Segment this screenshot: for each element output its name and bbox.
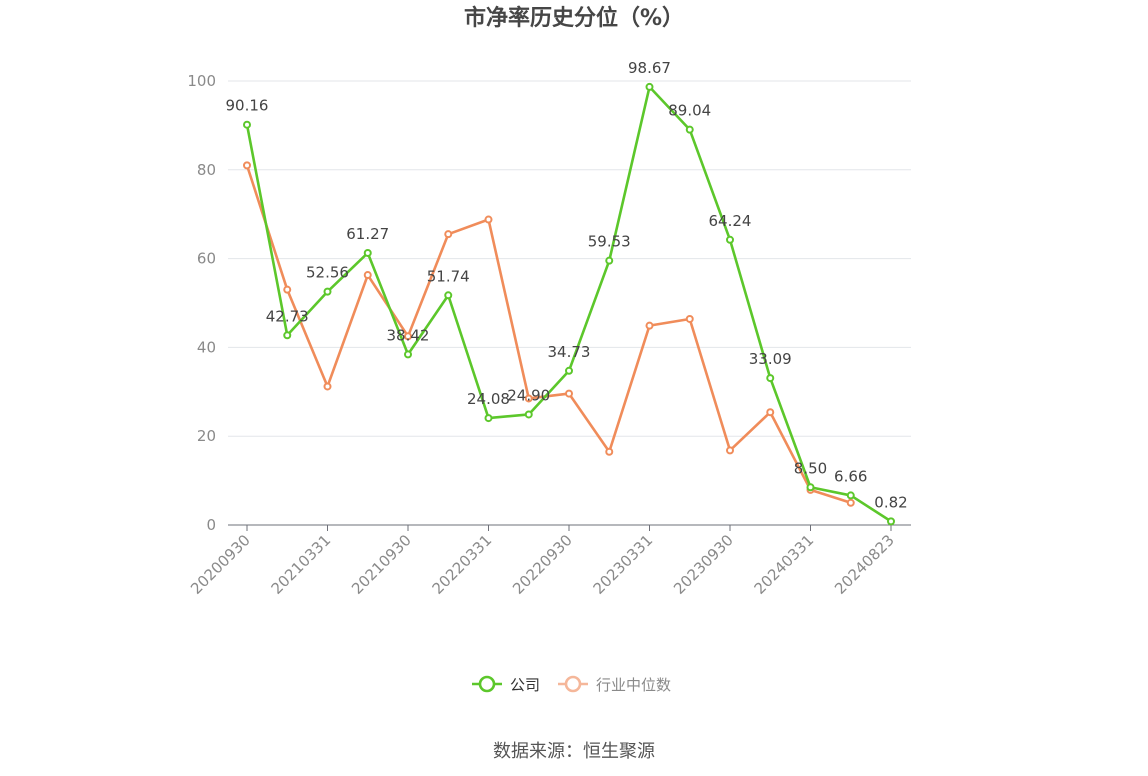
data-point: [323, 287, 332, 296]
y-tick-label: 100: [187, 72, 216, 90]
data-label: 51.74: [427, 267, 470, 285]
legend: 公司 行业中位数: [472, 675, 671, 694]
chart-title: 市净率历史分位（%）: [464, 5, 684, 31]
data-point: [363, 248, 372, 257]
x-tick-label: 20240823: [831, 531, 898, 598]
data-label: 59.53: [588, 233, 631, 251]
data-point: [524, 394, 533, 403]
data-point: [484, 215, 493, 224]
data-point: [444, 291, 453, 300]
data-point: [645, 82, 654, 91]
y-tick-label: 80: [197, 161, 216, 179]
x-tick-label: 20200930: [187, 531, 254, 598]
grid-layer: [228, 80, 911, 437]
data-label: 8.50: [794, 459, 827, 477]
data-label: 24.08: [467, 390, 510, 408]
data-point: [685, 125, 694, 134]
y-tick-label: 0: [206, 516, 216, 534]
series-layer: [243, 82, 895, 526]
data-point: [846, 491, 855, 500]
data-point: [766, 374, 775, 383]
data-label-layer: 90.16 42.73 52.56 61.27 38.42 51.74 24.0824.90…: [226, 59, 908, 511]
data-point: [605, 256, 614, 265]
data-point: [323, 382, 332, 391]
legend-swatch-marker: [478, 675, 496, 693]
data-label: 52.56: [306, 264, 349, 282]
legend-label: 公司: [510, 676, 540, 694]
x-tick-label: 20210930: [348, 531, 415, 598]
data-label: 34.73: [548, 343, 591, 361]
data-point: [887, 517, 895, 526]
data-point: [243, 161, 251, 170]
data-point: [565, 389, 573, 398]
data-point: [484, 414, 493, 423]
x-tick-label: 20220331: [429, 531, 496, 598]
data-label: 0.82: [874, 493, 907, 511]
data-label: 6.66: [834, 467, 867, 485]
data-point: [726, 446, 734, 455]
data-point: [404, 332, 412, 341]
data-point: [283, 331, 292, 340]
data-point: [524, 410, 533, 419]
data-label: 98.67: [628, 59, 671, 77]
legend-label: 行业中位数: [596, 676, 671, 694]
y-tick-label: 40: [197, 338, 216, 356]
data-label: 61.27: [346, 225, 389, 243]
data-label: 24.90: [507, 386, 550, 404]
data-point: [645, 321, 654, 330]
data-point: [605, 447, 614, 456]
data-point: [726, 235, 734, 244]
data-label: 90.16: [226, 97, 269, 115]
x-tick-label: 20220930: [509, 531, 576, 598]
data-label: 33.09: [749, 350, 792, 368]
series-line: [245, 164, 852, 505]
x-tick-label: 20230331: [590, 531, 657, 598]
data-label: 42.73: [266, 307, 309, 325]
data-point: [283, 285, 292, 294]
data-label: 64.24: [709, 212, 752, 230]
data-label: 89.04: [668, 102, 711, 120]
x-tick-label: 20230930: [670, 531, 737, 598]
legend-swatch-marker: [564, 675, 582, 693]
data-point: [363, 271, 372, 280]
x-tick-label: 20210331: [268, 531, 335, 598]
data-point: [243, 120, 251, 129]
data-point: [444, 230, 453, 239]
data-point: [565, 366, 573, 375]
data-point: [404, 350, 412, 359]
data-label: 38.42: [387, 326, 430, 344]
x-tick-label: 20240331: [751, 531, 818, 598]
data-point: [685, 314, 694, 323]
data-point: [766, 408, 775, 417]
data-point: [806, 483, 815, 492]
source-note: 数据来源：恒生聚源: [493, 741, 655, 762]
y-tick-label: 20: [197, 427, 216, 445]
y-tick-label: 60: [197, 250, 216, 268]
data-point: [846, 498, 855, 507]
